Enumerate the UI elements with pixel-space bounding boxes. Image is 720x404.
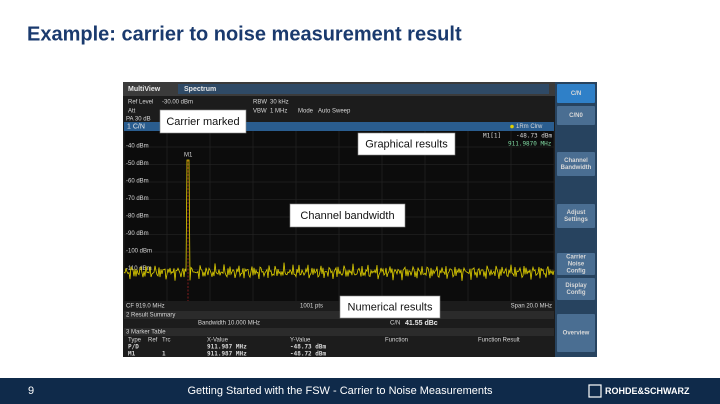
att-label: Att (128, 109, 136, 115)
span: Span 20.0 MHz (511, 304, 552, 310)
x-footer (124, 301, 554, 311)
table-header: X-Value (207, 338, 229, 344)
softkey[interactable] (557, 152, 595, 176)
softkey[interactable] (557, 314, 595, 352)
y-axis-label: -110 dBm (126, 266, 152, 272)
marker-table-bar (124, 328, 554, 336)
callout-text: Carrier marked (166, 116, 239, 128)
page-number: 9 (28, 385, 34, 397)
y-axis-label: -90 dBm (126, 231, 149, 237)
slide-title: Example: carrier to noise measurement re… (27, 23, 462, 45)
rbw-label: RBW (253, 100, 267, 106)
softkey-label: Config (567, 269, 586, 275)
callout-box (289, 203, 406, 228)
y-axis-label: -60 dBm (126, 179, 149, 185)
softkey[interactable] (557, 253, 595, 275)
marker-flag: M1 (184, 153, 193, 159)
vbw-label: VBW (253, 109, 267, 115)
spectrum-tab-label: Spectrum (184, 86, 216, 93)
callout-text: Channel bandwidth (300, 210, 394, 222)
ref-level: -30.00 dBm (162, 100, 193, 106)
pa-label: PA 30 dB (126, 117, 151, 123)
softkey-label: Config (567, 290, 586, 296)
softkey-label: Display (565, 283, 587, 289)
marker-name: M1[1] (483, 133, 501, 140)
softkey[interactable] (557, 106, 595, 125)
brand-logo (588, 384, 602, 398)
y-axis-label: -70 dBm (126, 196, 149, 202)
callout-box (159, 109, 247, 134)
softkey[interactable] (557, 84, 595, 103)
table-header: Ref (148, 338, 158, 344)
result-summary-title: 2 Result Summary (126, 313, 175, 319)
softkey-label: Overview (563, 331, 590, 337)
callout-text: Graphical results (365, 138, 448, 150)
trace-label: 1Rm Clrw (516, 124, 543, 130)
softkey[interactable] (557, 278, 595, 300)
callout-text: Numerical results (348, 301, 433, 313)
mode-label: Mode (298, 109, 314, 115)
footer-bar (0, 378, 720, 404)
vbw: 1 MHz (270, 109, 287, 115)
softkey-label: Settings (564, 217, 588, 223)
marker-table: Type Ref Trc X-Value Y-Value Function Function… (128, 338, 520, 358)
bandwidth: Bandwidth 10.000 MHz (198, 321, 260, 327)
cn-label: C/N (390, 321, 400, 327)
window-title-bar (124, 122, 554, 131)
softkey-label: C/N (571, 91, 581, 97)
table-cell: 1 (162, 351, 166, 358)
trace-indicator (510, 124, 514, 129)
callout-box (339, 295, 441, 319)
table-cell: 911.987 MHz (207, 351, 247, 358)
table-header: Type (128, 338, 142, 344)
callout-box (357, 132, 456, 156)
table-cell: P/D (128, 344, 139, 351)
table-header: Y-Value (290, 338, 311, 344)
rbw: 30 kHz (270, 100, 289, 106)
footer-text: Getting Started with the FSW - Carrier t… (187, 385, 493, 397)
y-axis-label: -40 dBm (126, 144, 149, 150)
table-header: Trc (162, 338, 170, 344)
result-summary-bar (124, 311, 554, 319)
softkey-label: Bandwidth (561, 165, 592, 171)
y-axis-label: -80 dBm (126, 214, 149, 220)
center-frequency: CF 919.0 MHz (126, 304, 165, 310)
table-cell: -48.73 dBm (290, 344, 327, 351)
spectrum-trace (123, 159, 555, 281)
y-axis-label: -100 dBm (126, 249, 152, 255)
softkey[interactable] (557, 204, 595, 228)
softkey-label: Channel (564, 158, 588, 164)
table-cell: M1 (128, 351, 136, 358)
softkey-label: Noise (568, 262, 585, 268)
callouts: Carrier marked Graphical results Channel b… (159, 109, 456, 319)
softkey-label: Carrier (566, 255, 586, 261)
marker-freq: 911.9870 MHz (508, 141, 552, 148)
table-cell: 911.987 MHz (207, 344, 247, 351)
marker-level: -48.73 dBm (516, 133, 553, 140)
brand: ROHDE&SCHWARZ (605, 386, 690, 396)
y-axis-label: -50 dBm (126, 161, 149, 167)
table-header: Function (385, 338, 408, 344)
window-title: 1 C/N (127, 123, 145, 130)
spectrum-tab[interactable] (178, 84, 549, 94)
multiview-label: MultiView (128, 86, 161, 93)
softkey-label: C/N0 (569, 113, 583, 119)
table-cell: -48.72 dBm (290, 351, 327, 358)
mode: Auto Sweep (318, 109, 351, 115)
marker-table-title: 3 Marker Table (126, 330, 166, 336)
cn-value: 41.55 dBc (405, 320, 438, 327)
softkey-label: Adjust (567, 210, 586, 216)
ref-level-label: Ref Level (128, 100, 153, 106)
table-header: Function Result (478, 338, 520, 344)
sweep-points: 1001 pts (300, 304, 323, 310)
